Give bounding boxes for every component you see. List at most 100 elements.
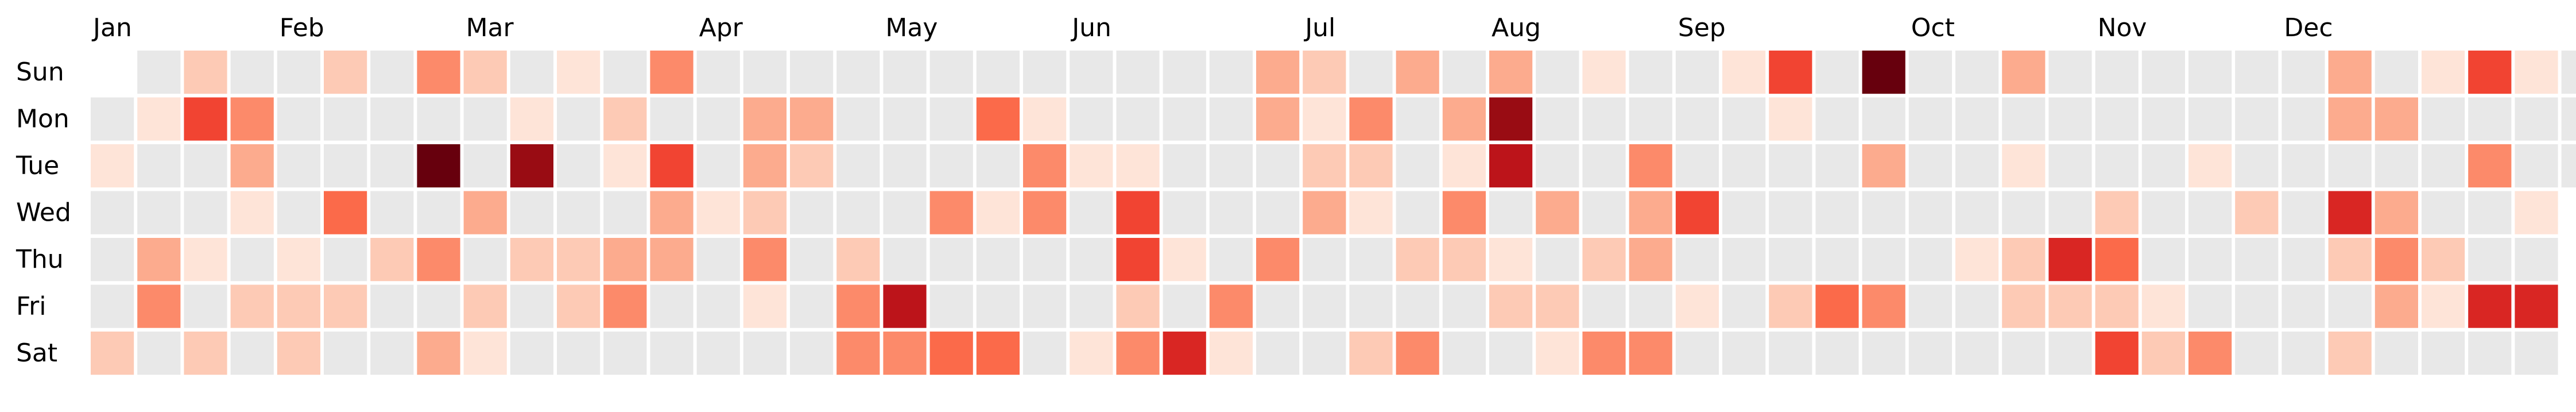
heatmap-cell (1722, 97, 1766, 141)
heatmap-cell (1815, 191, 1859, 234)
heatmap-cell (1582, 238, 1626, 282)
heatmap-cell (2422, 238, 2465, 282)
heatmap-cell (1070, 144, 1113, 188)
heatmap-cell (2235, 51, 2279, 94)
heatmap-cell (743, 191, 787, 234)
heatmap-cell (91, 97, 134, 141)
heatmap-cell (650, 51, 694, 94)
heatmap-cell (184, 51, 227, 94)
month-label-nov: Nov (2098, 13, 2147, 43)
heatmap-cell (137, 191, 181, 234)
heatmap-cell (743, 51, 787, 94)
heatmap-cell (976, 97, 1020, 141)
heatmap-cell (1629, 144, 1672, 188)
heatmap-cell (230, 284, 274, 328)
heatmap-cell (1256, 238, 1300, 282)
heatmap-cell (1256, 51, 1300, 94)
heatmap-cell (2281, 284, 2325, 328)
heatmap-cell (1303, 191, 1346, 234)
heatmap-cell (1489, 51, 1533, 94)
heatmap-cell (650, 284, 694, 328)
heatmap-cell (91, 144, 134, 188)
heatmap-cell (2328, 238, 2372, 282)
heatmap-cell (976, 51, 1020, 94)
month-label-jul: Jul (1303, 13, 1335, 43)
heatmap-cell (1070, 191, 1113, 234)
heatmap-cell (1955, 144, 1999, 188)
heatmap-cell (603, 144, 647, 188)
heatmap-cell (184, 284, 227, 328)
heatmap-cell (883, 191, 927, 234)
heatmap-cell (2095, 191, 2139, 234)
heatmap-cell (929, 191, 973, 234)
heatmap-cell (603, 51, 647, 94)
heatmap-cell (2048, 332, 2092, 375)
heatmap-cell (1023, 238, 1067, 282)
heatmap-cell (2561, 97, 2576, 141)
heatmap-cell (929, 238, 973, 282)
heatmap-cell (1769, 284, 1812, 328)
heatmap-cell (1722, 332, 1766, 375)
heatmap-cell (929, 51, 973, 94)
heatmap-cell (883, 144, 927, 188)
heatmap-cell (1116, 51, 1160, 94)
heatmap-cell (743, 238, 787, 282)
heatmap-cell (1908, 97, 1952, 141)
heatmap-cell (1862, 191, 1905, 234)
heatmap-cell (324, 144, 367, 188)
heatmap-cell (2188, 284, 2232, 328)
heatmap-cell (650, 144, 694, 188)
heatmap-cell (557, 284, 601, 328)
heatmap-cell (1582, 284, 1626, 328)
heatmap-cell (1908, 332, 1952, 375)
heatmap-cell (2095, 284, 2139, 328)
heatmap-cell (2328, 144, 2372, 188)
heatmap-cell (2374, 284, 2418, 328)
heatmap-cell (1070, 284, 1113, 328)
heatmap-cell (370, 238, 414, 282)
heatmap-cell (1396, 51, 1439, 94)
heatmap-cell (463, 238, 507, 282)
heatmap-cell (1256, 284, 1300, 328)
heatmap-cell (883, 284, 927, 328)
heatmap-cell (2515, 238, 2558, 282)
heatmap-cell (696, 144, 740, 188)
heatmap-cell (1442, 332, 1486, 375)
heatmap-cell (1023, 144, 1067, 188)
heatmap-cell (1815, 238, 1859, 282)
heatmap-cell (1349, 191, 1393, 234)
heatmap-cell (2141, 284, 2185, 328)
heatmap-cell (2328, 191, 2372, 234)
heatmap-cell (184, 144, 227, 188)
heatmap-cell (557, 144, 601, 188)
heatmap-cell (790, 332, 834, 375)
heatmap-cell (976, 332, 1020, 375)
heatmap-cell (790, 238, 834, 282)
heatmap-cell (836, 332, 880, 375)
heatmap-cell (836, 238, 880, 282)
heatmap-cell (1256, 97, 1300, 141)
heatmap-cell (370, 332, 414, 375)
month-label-oct: Oct (1911, 13, 1955, 43)
heatmap-cell (510, 97, 553, 141)
heatmap-cell (650, 238, 694, 282)
heatmap-cell (510, 284, 553, 328)
heatmap-cell (1955, 284, 1999, 328)
heatmap-cell (2235, 191, 2279, 234)
heatmap-cell (277, 238, 320, 282)
heatmap-cell (2235, 332, 2279, 375)
heatmap-cell (2048, 191, 2092, 234)
heatmap-cell (696, 191, 740, 234)
heatmap-cell (1722, 144, 1766, 188)
heatmap-cell (324, 51, 367, 94)
heatmap-cell (1256, 191, 1300, 234)
heatmap-cell (510, 332, 553, 375)
heatmap-cell (1582, 51, 1626, 94)
heatmap-cell (2281, 332, 2325, 375)
heatmap-cell (790, 191, 834, 234)
heatmap-cell (1769, 238, 1812, 282)
heatmap-cell (2328, 51, 2372, 94)
heatmap-cell (1349, 332, 1393, 375)
heatmap-cell (2141, 144, 2185, 188)
heatmap-cell (1815, 144, 1859, 188)
